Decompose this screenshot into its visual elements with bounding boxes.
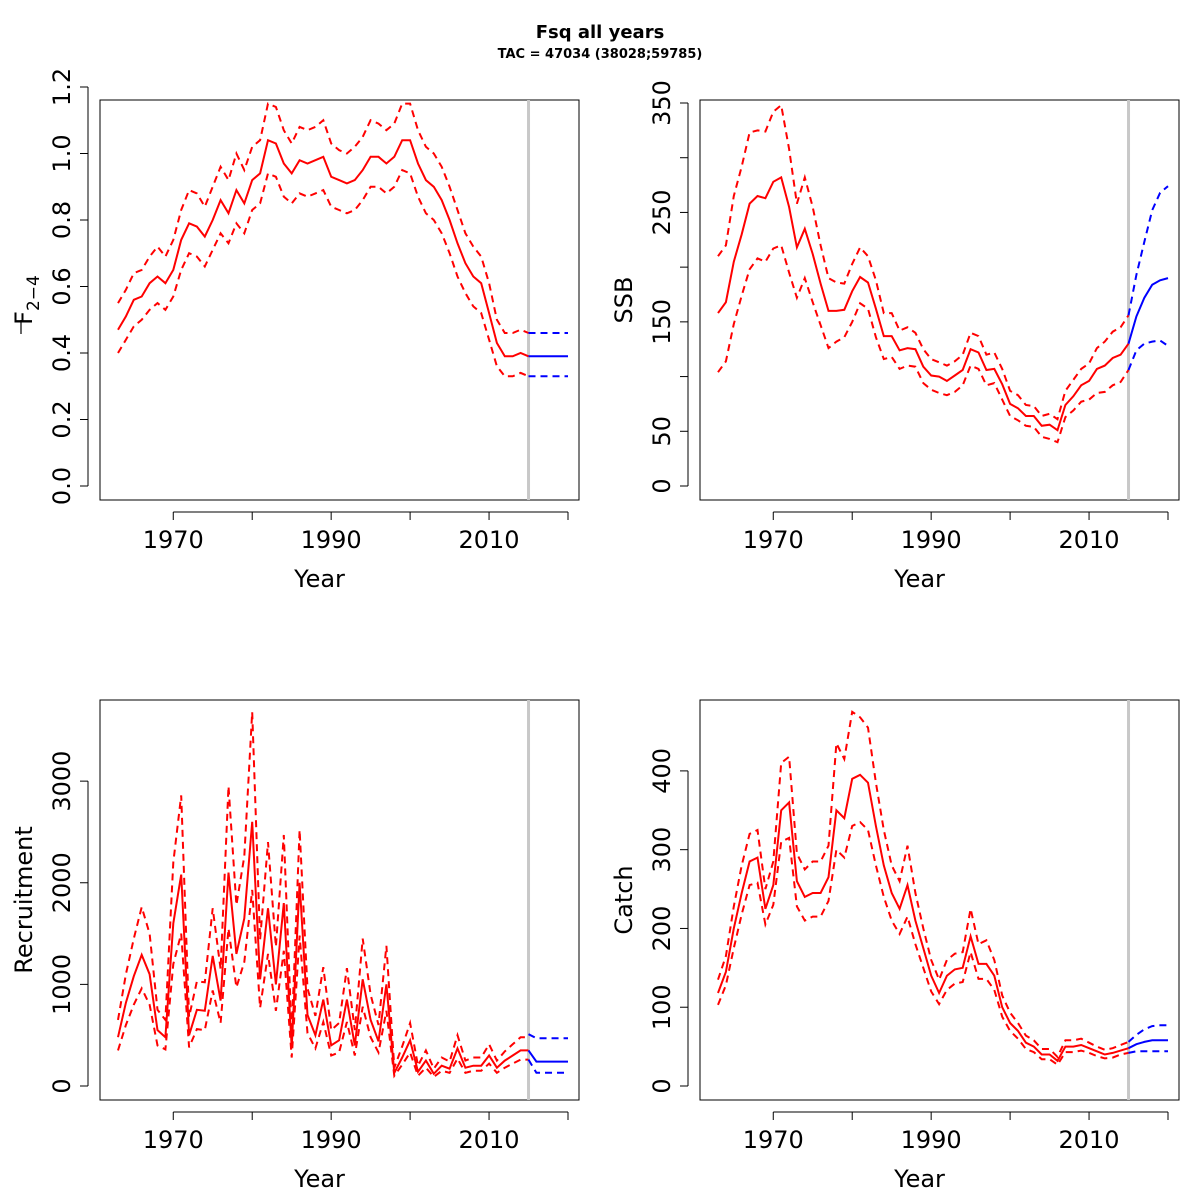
y-tick-label: 0.6 [48,267,76,305]
y-tick-label: 50 [648,416,676,447]
y-tick-label: 300 [648,827,676,873]
chart-title: Fsq all years [535,22,665,43]
assessment-upper-ci-line [717,103,1130,421]
y-tick-label: 0 [648,478,676,493]
assessment-estimate-line [117,138,529,358]
x-tick-label: 1990 [301,526,362,554]
forecast-lower-ci-line [1128,1050,1168,1054]
y-tick-label: 0 [48,1078,76,1093]
x-tick-label: 2010 [459,526,520,554]
y-axis-label: F2−4 [10,275,44,325]
y-axis-label: Recruitment [10,826,38,973]
x-tick-label: 1990 [901,1126,962,1154]
assessment-estimate-line [717,175,1130,432]
plot-frame [699,99,1180,501]
plot-frame [99,699,580,1101]
panel-catch: 1970 1990 2010 Year 0 100 200 300 400 Catch [610,699,1180,1193]
x-tick-label: 2010 [1059,1126,1120,1154]
assessment-estimate-line [117,821,529,1077]
y-tick-label: 100 [648,984,676,1030]
x-axis-label: Year [293,565,345,593]
y-tick-label: 0.4 [48,334,76,372]
x-axis-label: Year [293,1165,345,1193]
assessment-estimate-line [717,773,1129,1063]
forecast-upper-ci-line [1127,1024,1168,1043]
x-tick-label: 1990 [901,526,962,554]
y-tick-label: 200 [648,906,676,952]
plot-frame [99,99,580,501]
x-tick-label: 2010 [459,1126,520,1154]
forecast-estimate-line [1127,277,1169,344]
x-tick-label: 1970 [743,526,804,554]
y-tick-label: 1000 [48,954,76,1015]
assessment-lower-ci-line [717,820,1129,1067]
assessment-upper-ci-line [717,710,1129,1059]
forecast-upper-ci-line [528,1033,568,1040]
chart-subtitle: TAC = 47034 (38028;59785) [497,47,703,62]
x-tick-label: 1970 [143,1126,204,1154]
y-tick-label: 1.2 [48,68,76,106]
forecast-estimate-line [527,1049,568,1063]
assessment-lower-ci-line [717,243,1130,444]
y-tick-label: 0.2 [48,400,76,438]
panel-recruitment: 1970 1990 2010 Year 0 1000 2000 3000 Recruitment [10,699,580,1193]
y-tick-label: 250 [648,190,676,236]
assessment-upper-ci-line [117,102,529,334]
y-tick-label: 150 [648,299,676,345]
y-axis-label: Catch [610,865,638,934]
x-axis-label: Year [893,1165,945,1193]
x-tick-label: 2010 [1059,526,1120,554]
panel-fbar: 1970 1990 2010 Year 0.0 0.2 0.4 0.6 0.8 1.0 1.2 F2−… [10,68,580,593]
y-tick-label: 400 [648,748,676,794]
y-tick-label: 0 [648,1078,676,1093]
x-tick-label: 1990 [301,1126,362,1154]
y-tick-label: 3000 [48,751,76,812]
forecast-lower-ci-line [527,1059,568,1074]
y-axis-label-subscript: 2−4 [24,275,44,311]
x-tick-label: 1970 [743,1126,804,1154]
x-tick-label: 1970 [143,526,204,554]
assessment-upper-ci-line [117,711,529,1071]
y-tick-label: 0.8 [48,201,76,239]
y-axis-label: SSB [610,277,638,324]
x-axis-label: Year [893,565,945,593]
y-tick-label: 2000 [48,852,76,913]
panel-ssb: 1970 1990 2010 Year 0 50 150 250 350 SSB [610,80,1180,593]
forecast-estimate-line [1128,1039,1168,1050]
forecast-upper-ci-line [1127,185,1169,316]
forecast-lower-ci-line [1127,339,1169,371]
plot-frame [699,699,1180,1101]
y-tick-label: 350 [648,80,676,126]
assessment-lower-ci-line [117,889,529,1079]
assessment-lower-ci-line [117,168,529,378]
y-tick-label: 1.0 [48,134,76,172]
y-tick-label: 0.0 [48,467,76,505]
